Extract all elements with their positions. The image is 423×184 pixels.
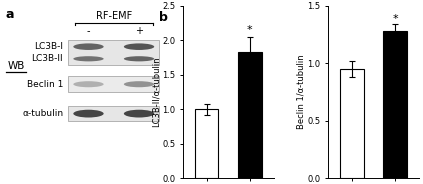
Text: *: *: [392, 14, 398, 24]
Bar: [340, 69, 364, 178]
Text: WB: WB: [7, 61, 25, 71]
Ellipse shape: [124, 56, 154, 61]
Text: a: a: [6, 8, 14, 21]
Text: +: +: [135, 26, 143, 36]
Text: -: -: [87, 26, 90, 36]
Text: Beclin 1: Beclin 1: [27, 80, 63, 89]
Ellipse shape: [73, 43, 104, 50]
Ellipse shape: [73, 110, 104, 118]
Bar: [383, 31, 407, 178]
Text: α-tubulin: α-tubulin: [22, 109, 63, 118]
Text: b: b: [159, 11, 168, 24]
Ellipse shape: [124, 110, 154, 118]
Bar: [68, 106, 159, 121]
Y-axis label: LC3B-II/α-tubulin: LC3B-II/α-tubulin: [152, 57, 161, 127]
Bar: [68, 40, 159, 65]
Ellipse shape: [124, 43, 154, 50]
Text: *: *: [247, 25, 253, 35]
Y-axis label: Beclin 1/α-tubulin: Beclin 1/α-tubulin: [297, 55, 306, 129]
Text: RF-EMF: RF-EMF: [96, 11, 132, 21]
Bar: [195, 109, 219, 178]
Bar: [68, 76, 159, 92]
Ellipse shape: [73, 56, 104, 61]
Text: LC3B-II: LC3B-II: [32, 54, 63, 63]
Bar: [238, 52, 262, 178]
Ellipse shape: [73, 81, 104, 87]
Ellipse shape: [124, 81, 154, 87]
Text: LC3B-I: LC3B-I: [34, 42, 63, 51]
